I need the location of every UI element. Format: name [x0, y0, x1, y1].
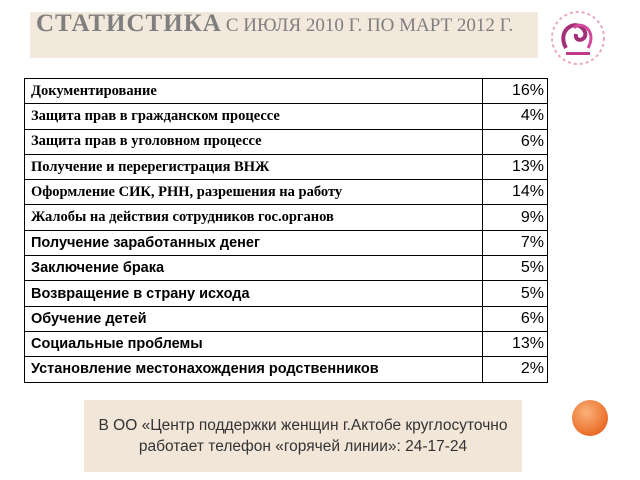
table-row: Возвращение в страну исхода 5% [24, 280, 548, 307]
subtitle: С ИЮЛЯ 2010 Г. ПО МАРТ 2012 Г. [225, 15, 514, 36]
row-label: Возвращение в страну исхода [24, 280, 483, 307]
stats-table: Документирование 16% Защита прав в граждан… [24, 77, 548, 383]
row-label: Получение заработанных денег [24, 229, 483, 257]
row-value: 2% [482, 356, 548, 383]
table-row: Социальные проблемы 13% [24, 330, 548, 358]
row-label: Жалобы на действия сотрудников гос.орган… [24, 204, 483, 231]
row-value: 13% [482, 330, 548, 358]
table-row: Жалобы на действия сотрудников гос.орган… [24, 204, 548, 231]
table-row: Документирование 16% [24, 77, 548, 105]
table-row: Оформление СИК, РНН, разрешения на работ… [24, 179, 548, 206]
row-label: Защита прав в гражданском процессе [24, 103, 483, 130]
title-box: СТАТИСТИКА С ИЮЛЯ 2010 Г. ПО МАРТ 2012 Г… [30, 10, 538, 58]
logo [551, 11, 605, 65]
row-label: Социальные проблемы [24, 330, 483, 358]
row-value: 6% [482, 305, 548, 332]
table-row: Защита прав в гражданском процессе 4% [24, 103, 548, 130]
table-row: Получение заработанных денег 7% [24, 229, 548, 257]
row-label: Оформление СИК, РНН, разрешения на работ… [24, 179, 483, 206]
row-value: 6% [482, 128, 548, 155]
row-value: 13% [482, 153, 548, 181]
row-value: 16% [482, 77, 548, 105]
table-row: Обучение детей 6% [24, 305, 548, 332]
table-row: Заключение брака 5% [24, 255, 548, 282]
table-row: Установление местонахождения родственник… [24, 356, 548, 383]
title: СТАТИСТИКА [36, 10, 222, 37]
note: В ОО «Центр поддержки женщин г.Актобе кр… [84, 400, 522, 472]
row-label: Документирование [24, 77, 483, 105]
orange-dot [572, 400, 608, 436]
row-value: 9% [482, 204, 548, 231]
row-label: Заключение брака [24, 255, 483, 282]
row-value: 5% [482, 255, 548, 282]
row-label: Обучение детей [24, 305, 483, 332]
table-row: Получение и перерегистрация ВНЖ 13% [24, 153, 548, 181]
table-row: Защита прав в уголовном процессе 6% [24, 128, 548, 155]
row-value: 14% [482, 179, 548, 206]
row-value: 5% [482, 280, 548, 307]
row-label: Получение и перерегистрация ВНЖ [24, 153, 483, 181]
row-value: 7% [482, 229, 548, 257]
row-label: Установление местонахождения родственник… [24, 356, 483, 383]
row-label: Защита прав в уголовном процессе [24, 128, 483, 155]
row-value: 4% [482, 103, 548, 130]
